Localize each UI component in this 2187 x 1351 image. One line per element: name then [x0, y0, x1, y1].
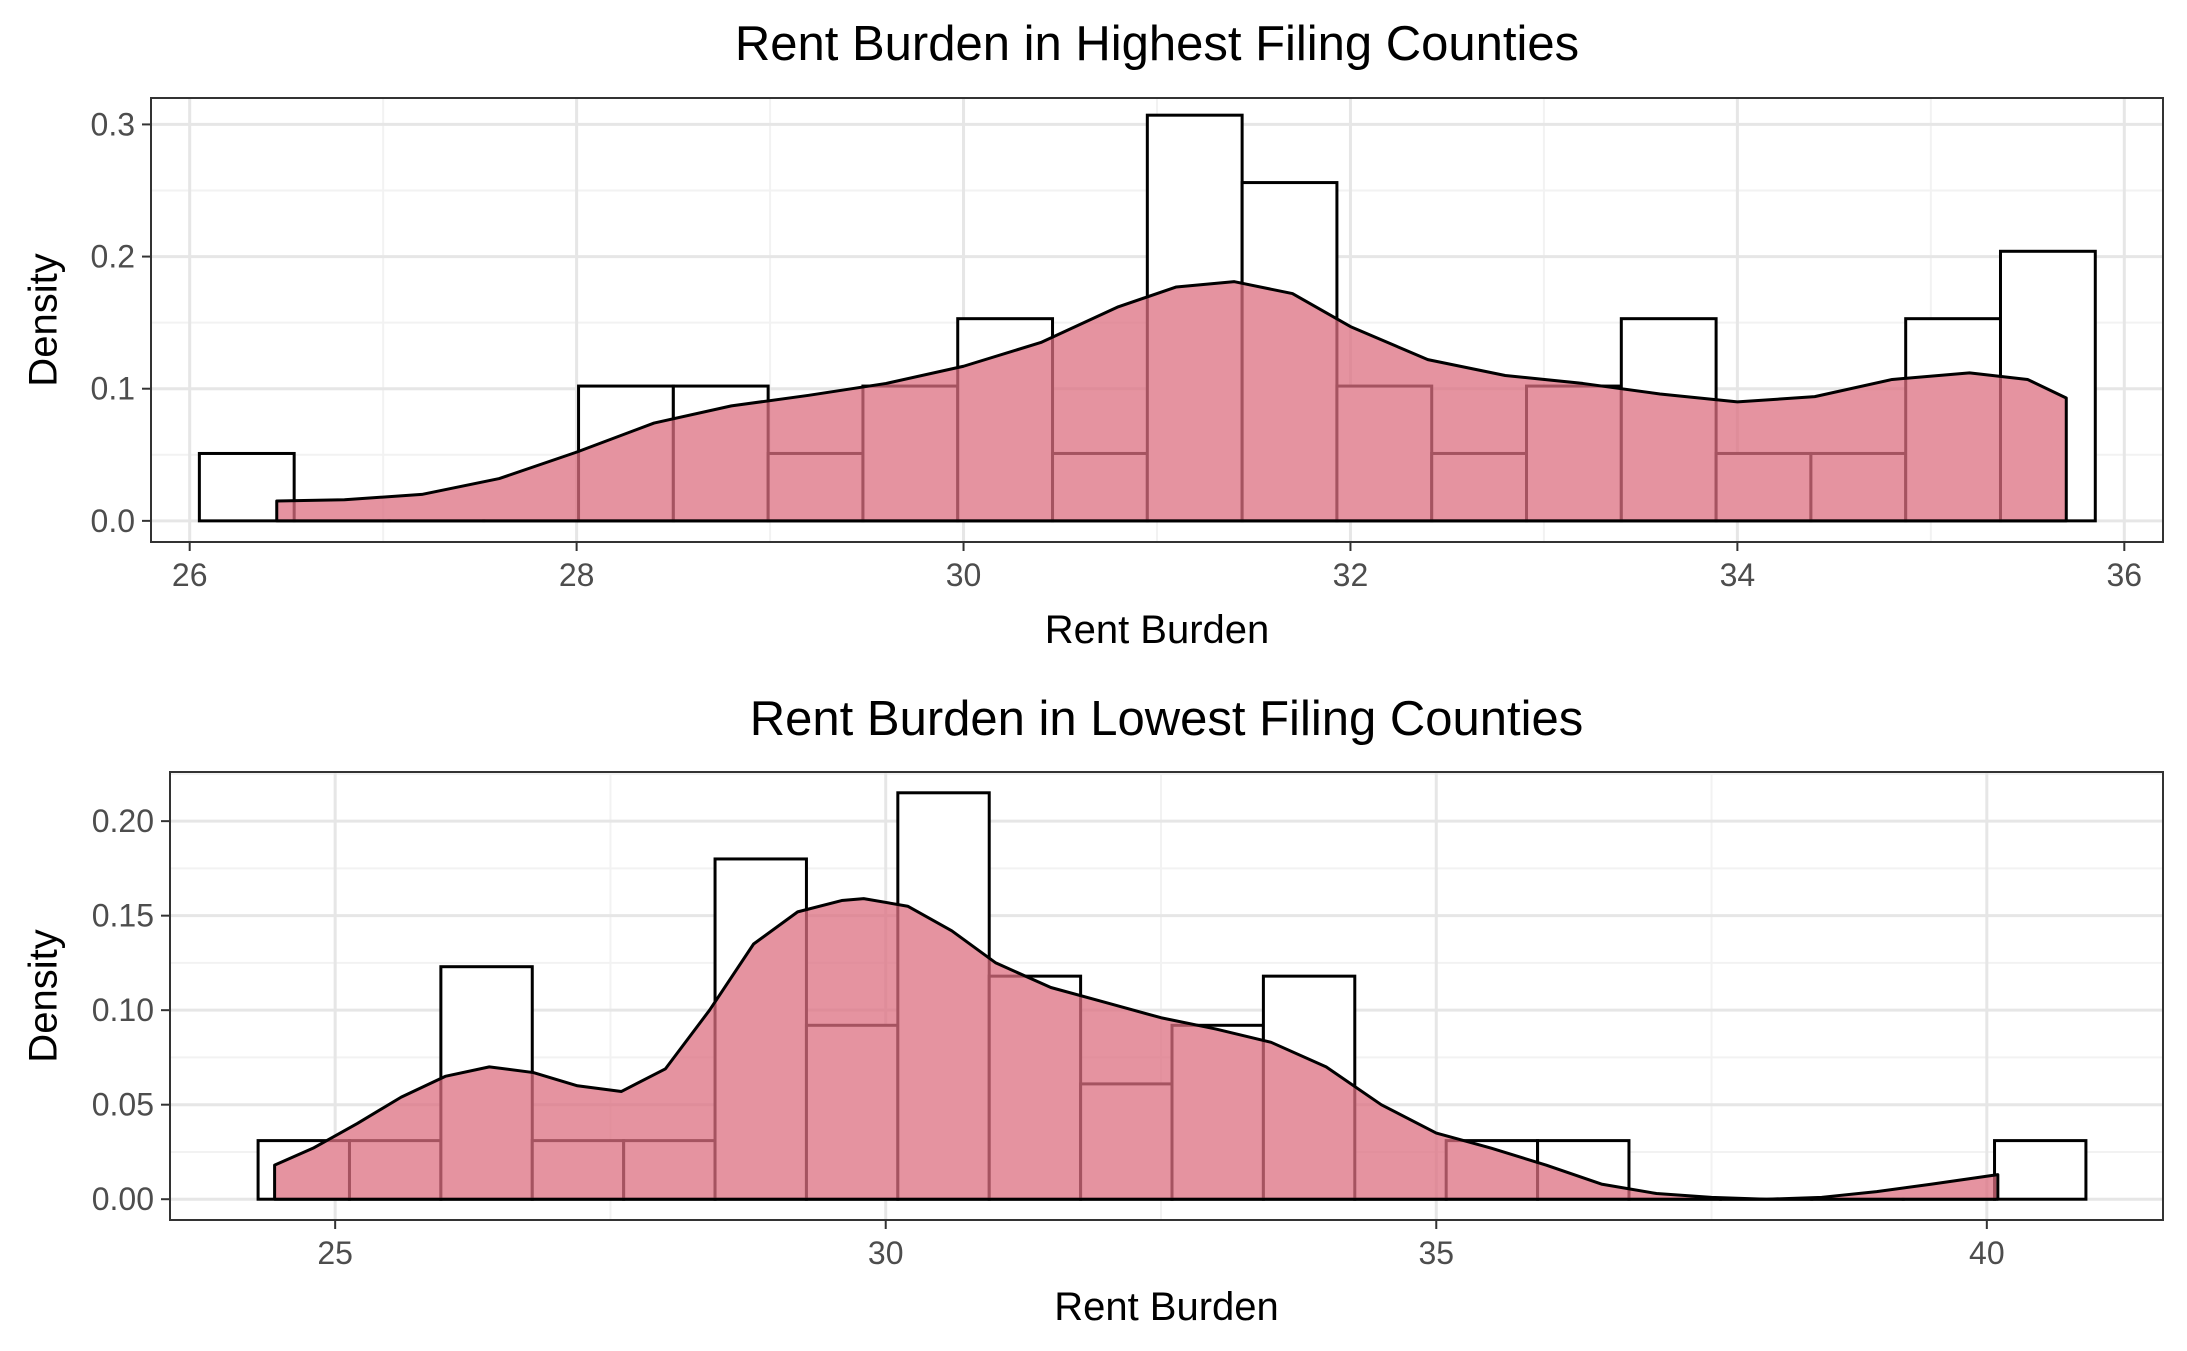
x-axis-ticks: 25 30 35 40: [317, 1220, 2005, 1271]
y-tick-label: 0.1: [91, 371, 135, 407]
density-curve: [273, 897, 2000, 1201]
chart-title: Rent Burden in Highest Filing Counties: [735, 17, 1579, 71]
y-tick-label: 0.0: [91, 503, 135, 539]
y-axis-ticks: 0.0 0.1 0.2 0.3: [91, 106, 151, 539]
y-axis-title: Density: [22, 253, 66, 386]
y-tick-label: 0.10: [92, 992, 154, 1028]
y-axis-ticks: 0.00 0.05 0.10 0.15 0.20: [92, 803, 170, 1217]
y-tick-label: 0.3: [91, 106, 135, 142]
y-tick-label: 0.20: [92, 803, 154, 839]
x-tick-label: 36: [2107, 557, 2143, 593]
y-tick-label: 0.2: [91, 239, 135, 275]
x-axis-title: Rent Burden: [1054, 1285, 1279, 1329]
y-tick-label: 0.05: [92, 1087, 154, 1123]
x-tick-label: 28: [559, 557, 595, 593]
y-tick-label: 0.00: [92, 1181, 154, 1217]
x-tick-label: 26: [172, 557, 208, 593]
x-axis-ticks: 26 28 30 32 34 36: [172, 542, 2142, 593]
x-tick-label: 40: [1969, 1235, 2005, 1271]
plot-border: [169, 771, 2164, 1221]
y-axis-title: Density: [22, 929, 66, 1062]
x-tick-label: 32: [1333, 557, 1369, 593]
x-axis-title: Rent Burden: [1045, 608, 1270, 652]
density-curve: [275, 280, 2068, 523]
y-tick-label: 0.15: [92, 898, 154, 934]
chart-panel-lowest: Rent Burden in Lowest Filing Counties 25…: [22, 692, 2164, 1329]
x-tick-label: 30: [946, 557, 982, 593]
chart-title: Rent Burden in Lowest Filing Counties: [750, 692, 1583, 746]
x-tick-label: 34: [1720, 557, 1756, 593]
x-tick-label: 35: [1418, 1235, 1454, 1271]
x-tick-label: 30: [868, 1235, 904, 1271]
histogram-bar: [1993, 1139, 2088, 1201]
plot-border: [150, 97, 2164, 543]
chart-panel-highest: Rent Burden in Highest Filing Counties 2…: [22, 17, 2164, 652]
x-tick-label: 25: [317, 1235, 353, 1271]
